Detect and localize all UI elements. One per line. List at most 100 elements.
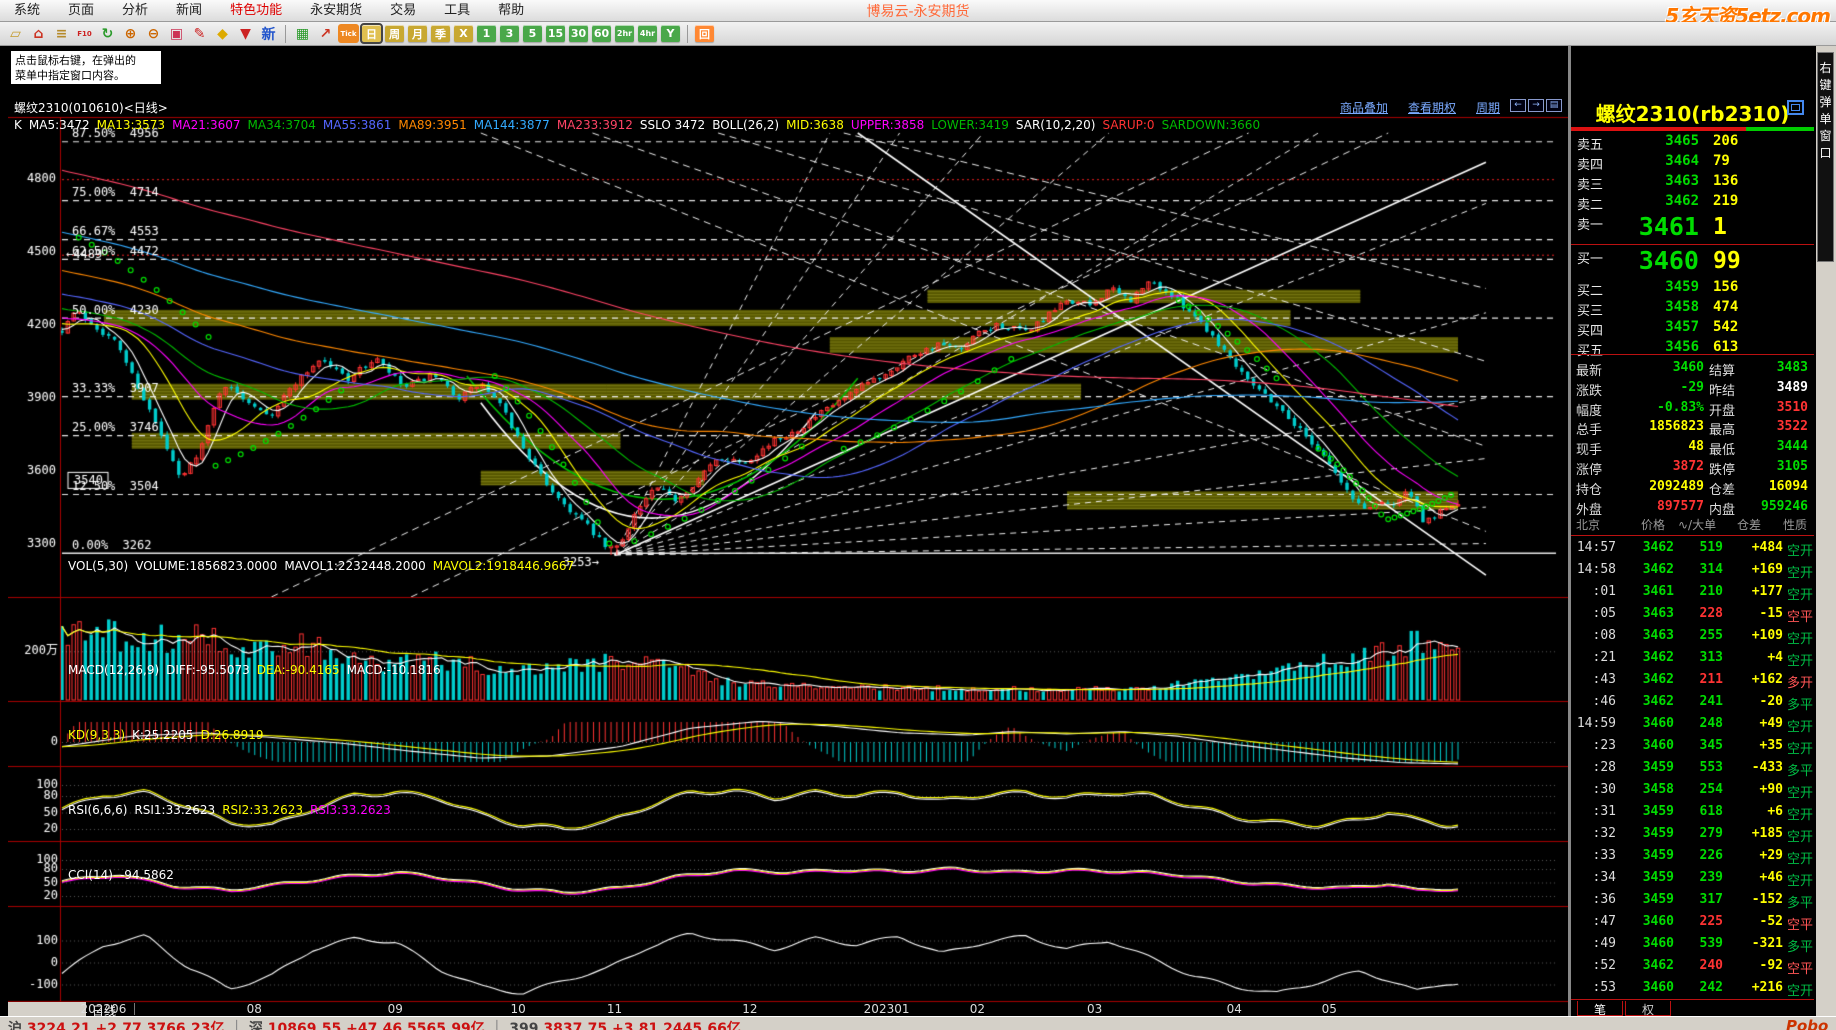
- period-button-5[interactable]: 5: [523, 25, 542, 42]
- tick-cell: :52: [1592, 958, 1616, 973]
- bid-ask-ratio-bar: [1571, 127, 1814, 131]
- new-icon[interactable]: 新: [261, 26, 276, 43]
- playback-button[interactable]: 回: [695, 25, 714, 42]
- period-link[interactable]: 周期: [1476, 101, 1501, 115]
- orderbook-row-买一[interactable]: 买一 3460 99: [1571, 246, 1814, 276]
- zoom-in-icon[interactable]: ⊕: [124, 25, 137, 42]
- tick-cell: :31: [1592, 804, 1616, 819]
- tick-cell: 3462: [1642, 958, 1674, 973]
- tick-cell: 3460: [1642, 716, 1674, 731]
- period-button-3[interactable]: 3: [500, 25, 519, 42]
- menu-item-2[interactable]: 分析: [122, 2, 149, 18]
- tick-button[interactable]: Tick: [338, 24, 359, 43]
- tab-tick[interactable]: 笔: [1577, 1001, 1623, 1017]
- period-button-日[interactable]: 日: [360, 23, 383, 44]
- home-icon[interactable]: ⌂: [33, 25, 44, 42]
- period-button-季[interactable]: 季: [431, 25, 450, 42]
- tick-row[interactable]: :05 3463 228 -15 空平: [1571, 603, 1814, 625]
- tick-cell: +177: [1751, 584, 1783, 599]
- nav-layout-button[interactable]: ▤: [1546, 99, 1562, 112]
- chart-icon[interactable]: ↗: [319, 25, 332, 42]
- tick-row[interactable]: :30 3458 254 +90 空开: [1571, 779, 1814, 801]
- news-icon[interactable]: ≡: [55, 25, 68, 42]
- overlay-commodity-link[interactable]: 商品叠加: [1340, 101, 1389, 115]
- menu-item-3[interactable]: 新闻: [176, 2, 203, 18]
- book-volume: 156: [1713, 279, 1739, 295]
- tick-cell: :43: [1592, 672, 1616, 687]
- period-button-30[interactable]: 30: [569, 25, 588, 42]
- stat-cell: 跌停: [1709, 463, 1736, 478]
- draw-icon[interactable]: ✎: [193, 25, 206, 42]
- quote-table-icon[interactable]: ▦: [295, 25, 310, 42]
- readout-segment: MA21:3607: [172, 118, 241, 132]
- period-button-X[interactable]: X: [454, 25, 473, 42]
- period-button-4hr[interactable]: 4hr: [638, 25, 657, 42]
- nav-prev-button[interactable]: ←: [1510, 99, 1526, 112]
- tick-row[interactable]: :08 3463 255 +109 空开: [1571, 625, 1814, 647]
- menu-item-6[interactable]: 交易: [390, 2, 417, 18]
- tick-cell: 14:57: [1576, 540, 1616, 555]
- tick-row[interactable]: :49 3460 539 -321 多平: [1571, 933, 1814, 955]
- menu-item-7[interactable]: 工具: [444, 2, 471, 18]
- orderbook-row-卖一[interactable]: 卖一 3461 1: [1571, 212, 1814, 242]
- alert-icon[interactable]: ◆: [217, 25, 228, 42]
- orderbook-row-买五[interactable]: 买五 3456 613: [1571, 338, 1814, 359]
- tick-cell: :36: [1592, 892, 1616, 907]
- tick-cell: 空开: [1787, 830, 1814, 845]
- orderbook-row-卖四[interactable]: 卖四 3464 79: [1571, 152, 1814, 173]
- f10-icon[interactable]: F10: [77, 29, 92, 38]
- chart-canvas[interactable]: [8, 86, 1568, 1016]
- tick-row[interactable]: :47 3460 225 -52 空平: [1571, 911, 1814, 933]
- order-window-side-tab[interactable]: 右键弹单窗口: [1817, 52, 1834, 262]
- overlay-icon[interactable]: ▣: [169, 25, 184, 42]
- kd-header: KD(9,3,3) K:25.2205 D:26.8919: [68, 728, 1548, 742]
- period-button-15[interactable]: 15: [546, 25, 565, 42]
- orderbook-row-买三[interactable]: 买三 3458 474: [1571, 298, 1814, 319]
- folder-icon[interactable]: ▱: [10, 25, 21, 42]
- period-button-60[interactable]: 60: [592, 25, 611, 42]
- tab-rights[interactable]: 权: [1625, 1001, 1671, 1017]
- orderbook-row-买四[interactable]: 买四 3457 542: [1571, 318, 1814, 339]
- tick-cell: 3459: [1642, 826, 1674, 841]
- tick-row[interactable]: :33 3459 226 +29 空开: [1571, 845, 1814, 867]
- zoom-out-icon[interactable]: ⊖: [147, 25, 160, 42]
- status-index-item: +2.77: [95, 1021, 147, 1030]
- period-button-月[interactable]: 月: [408, 25, 427, 42]
- tick-row[interactable]: :43 3462 211 +162 多开: [1571, 669, 1814, 691]
- tick-row[interactable]: 14:58 3462 314 +169 空开: [1571, 559, 1814, 581]
- tick-row[interactable]: :32 3459 279 +185 空开: [1571, 823, 1814, 845]
- tick-row[interactable]: :36 3459 317 -152 多平: [1571, 889, 1814, 911]
- nav-next-button[interactable]: →: [1528, 99, 1544, 112]
- orderbook-row-卖五[interactable]: 卖五 3465 206: [1571, 132, 1814, 153]
- tick-cell: 空平: [1787, 918, 1814, 933]
- period-button-1[interactable]: 1: [477, 25, 496, 42]
- view-options-link[interactable]: 查看期权: [1408, 101, 1457, 115]
- book-label: 买五: [1577, 344, 1604, 359]
- menu-item-1[interactable]: 页面: [68, 2, 95, 18]
- tick-row[interactable]: :53 3460 242 +216 空开: [1571, 977, 1814, 999]
- tick-row[interactable]: 14:57 3462 519 +484 空开: [1571, 537, 1814, 559]
- tick-row[interactable]: :21 3462 313 +4 空开: [1571, 647, 1814, 669]
- period-button-周[interactable]: 周: [385, 25, 404, 42]
- orderbook-row-卖二[interactable]: 卖二 3462 219: [1571, 192, 1814, 213]
- menu-item-8[interactable]: 帮助: [498, 2, 525, 18]
- tick-row[interactable]: :23 3460 345 +35 空开: [1571, 735, 1814, 757]
- menu-item-4[interactable]: 特色功能: [230, 2, 283, 18]
- menu-item-5[interactable]: 永安期货: [310, 2, 363, 18]
- orderbook-row-买二[interactable]: 买二 3459 156: [1571, 278, 1814, 299]
- tick-row[interactable]: :46 3462 241 -20 多平: [1571, 691, 1814, 713]
- tick-row[interactable]: :52 3462 240 -92 空平: [1571, 955, 1814, 977]
- tick-row[interactable]: 14:59 3460 248 +49 空开: [1571, 713, 1814, 735]
- readout-segment: SAR(10,2,20): [1015, 118, 1096, 132]
- maximize-icon[interactable]: [1787, 100, 1804, 115]
- period-button-Y[interactable]: Y: [661, 25, 680, 42]
- period-button-2hr[interactable]: 2hr: [615, 25, 634, 42]
- tick-row[interactable]: :31 3459 618 +6 空开: [1571, 801, 1814, 823]
- tick-row[interactable]: :34 3459 239 +46 空开: [1571, 867, 1814, 889]
- tick-row[interactable]: :01 3461 210 +177 空开: [1571, 581, 1814, 603]
- menu-item-0[interactable]: 系统: [14, 2, 41, 18]
- orderbook-row-卖三[interactable]: 卖三 3463 136: [1571, 172, 1814, 193]
- filter-icon[interactable]: ▼: [240, 25, 251, 42]
- tick-row[interactable]: :28 3459 553 -433 多平: [1571, 757, 1814, 779]
- refresh-icon[interactable]: ↻: [101, 25, 114, 42]
